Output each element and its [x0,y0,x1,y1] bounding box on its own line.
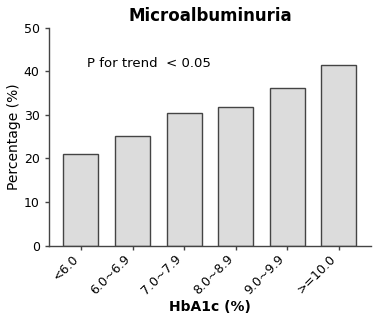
Bar [167,113,201,246]
Bar [218,107,253,246]
Bar [270,88,305,246]
Bar [115,136,150,246]
Y-axis label: Percentage (%): Percentage (%) [7,83,21,190]
X-axis label: HbA1c (%): HbA1c (%) [169,300,251,314]
Bar [321,65,356,246]
Title: Microalbuminuria: Microalbuminuria [128,7,292,25]
Text: P for trend  < 0.05: P for trend < 0.05 [87,57,211,70]
Bar [64,154,99,246]
